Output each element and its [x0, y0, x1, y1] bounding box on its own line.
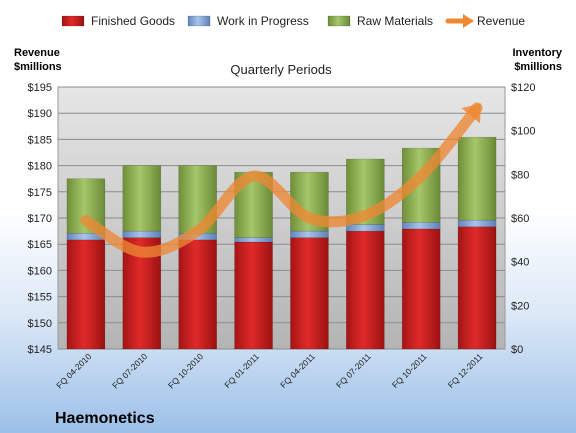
- right-axis-ticks: $0 $20 $40 $60 $80 $100 $120: [511, 82, 535, 356]
- left-tick-label: $195: [28, 82, 52, 94]
- right-tick-label: $80: [511, 169, 529, 181]
- bar-work-in-progress: [234, 237, 273, 243]
- left-tick-label: $150: [28, 318, 52, 330]
- left-axis-title-line1: Revenue: [14, 47, 60, 59]
- x-tick-label: FQ 10-2010: [166, 351, 205, 390]
- bar-finished-goods: [346, 230, 385, 350]
- bar-raw-materials: [122, 165, 162, 232]
- right-tick-label: $0: [511, 344, 523, 356]
- revenue-line-group: [80, 102, 483, 258]
- right-tick-label: $60: [511, 213, 529, 225]
- legend-label: Raw Materials: [357, 14, 433, 28]
- bar-finished-goods: [457, 226, 497, 350]
- left-tick-label: $185: [28, 134, 52, 146]
- x-tick-label: FQ 12-2011: [446, 351, 485, 390]
- left-tick-label: $170: [28, 213, 52, 225]
- right-axis-title-line2: $millions: [514, 61, 562, 73]
- legend-label: Revenue: [477, 14, 525, 28]
- left-tick-label: $190: [28, 108, 52, 120]
- bar-finished-goods: [290, 237, 329, 350]
- right-tick-label: $40: [511, 257, 529, 269]
- bar-raw-materials: [457, 136, 497, 221]
- revenue-line: [80, 102, 483, 258]
- left-tick-label: $165: [28, 239, 52, 251]
- x-tick-label: FQ 07-2010: [110, 351, 149, 390]
- bar-work-in-progress: [122, 230, 162, 238]
- left-tick-label: $175: [28, 187, 52, 199]
- bar-work-in-progress: [290, 230, 329, 238]
- left-axis-title-line2: $millions: [14, 61, 62, 73]
- bar-finished-goods: [178, 239, 217, 350]
- legend-swatch: [327, 15, 351, 27]
- bar-work-in-progress: [346, 224, 385, 232]
- chart-title: Quarterly Periods: [230, 62, 332, 77]
- x-axis-labels: FQ 04-2010 FQ 07-2010 FQ 10-2010 FQ 01-2011…: [54, 351, 484, 390]
- x-tick-label: FQ 04-2010: [54, 351, 93, 390]
- right-tick-label: $20: [511, 300, 529, 312]
- bar-finished-goods: [401, 228, 441, 350]
- x-tick-label: FQ 07-2011: [334, 351, 373, 390]
- right-tick-label: $100: [511, 126, 535, 138]
- company-name: Haemonetics: [55, 410, 155, 427]
- left-axis-ticks: $145 $150 $155 $160 $165 $170 $175 $180 $185 $190…: [28, 82, 52, 356]
- bar-work-in-progress: [401, 222, 441, 230]
- legend-swatch: [187, 15, 211, 27]
- legend: Finished Goods Work in Progress Raw Materi…: [61, 14, 525, 28]
- legend-arrowhead: [463, 14, 474, 28]
- x-tick-label: FQ 01-2011: [222, 351, 261, 390]
- bar-finished-goods: [66, 239, 106, 350]
- left-tick-label: $155: [28, 292, 52, 304]
- left-tick-label: $160: [28, 265, 52, 277]
- right-tick-label: $120: [511, 82, 535, 94]
- left-tick-label: $145: [28, 344, 52, 356]
- revenue-arrowhead: [461, 103, 481, 124]
- x-tick-label: FQ 04-2011: [278, 351, 317, 390]
- legend-label: Work in Progress: [217, 14, 309, 28]
- right-axis-title-line1: Inventory: [512, 47, 562, 59]
- x-tick-label: FQ 10-2011: [390, 351, 429, 390]
- bar-finished-goods: [234, 241, 273, 350]
- legend-label: Finished Goods: [91, 14, 175, 28]
- bar-work-in-progress: [457, 219, 497, 227]
- legend-swatch: [61, 15, 85, 27]
- left-tick-label: $180: [28, 161, 52, 173]
